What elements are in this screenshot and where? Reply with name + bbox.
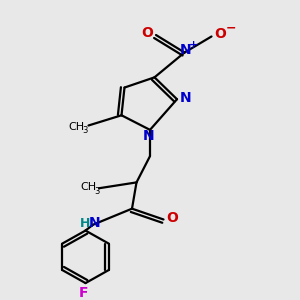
- Text: CH: CH: [80, 182, 97, 192]
- Text: O: O: [214, 27, 226, 41]
- Text: +: +: [189, 40, 198, 50]
- Text: F: F: [79, 286, 89, 300]
- Text: H: H: [80, 217, 90, 230]
- Text: O: O: [141, 26, 153, 40]
- Text: N: N: [143, 129, 154, 143]
- Text: −: −: [226, 22, 236, 35]
- Text: 3: 3: [82, 126, 88, 135]
- Text: N: N: [89, 216, 100, 230]
- Text: N: N: [180, 43, 192, 57]
- Text: CH: CH: [68, 122, 85, 132]
- Text: N: N: [180, 91, 192, 105]
- Text: O: O: [167, 211, 178, 225]
- Text: 3: 3: [94, 187, 100, 196]
